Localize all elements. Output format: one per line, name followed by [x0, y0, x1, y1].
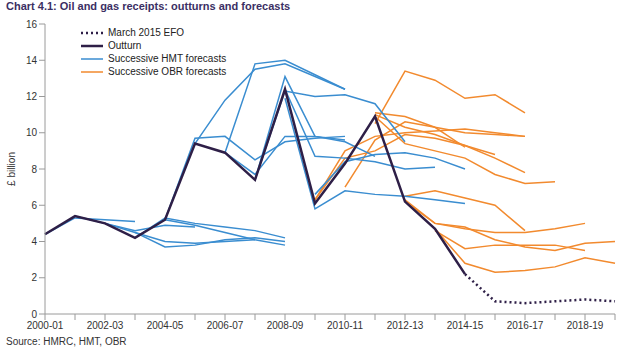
svg-text:2000-01: 2000-01 [27, 320, 64, 331]
svg-text:6: 6 [31, 200, 37, 211]
svg-text:2: 2 [31, 272, 37, 283]
svg-text:8: 8 [31, 164, 37, 175]
html-text:Successive HMT forecasts: Successive HMT forecasts [108, 53, 227, 64]
svg-text:2006-07: 2006-07 [207, 320, 244, 331]
svg-text:2018-19: 2018-19 [567, 320, 604, 331]
svg-text:2010-11: 2010-11 [327, 320, 363, 331]
svg-text:12: 12 [26, 91, 38, 102]
html-text:Outturn: Outturn [108, 40, 142, 51]
svg-text:10: 10 [26, 127, 38, 138]
svg-text:0: 0 [31, 309, 37, 320]
svg-text:2004-05: 2004-05 [147, 320, 184, 331]
svg-text:2014-15: 2014-15 [447, 320, 484, 331]
svg-text:2002-03: 2002-03 [87, 320, 124, 331]
svg-text:2016-17: 2016-17 [507, 320, 544, 331]
html-text:Successive OBR forecasts: Successive OBR forecasts [108, 66, 227, 77]
svg-text:2008-09: 2008-09 [267, 320, 304, 331]
html-text:March 2015 EFO: March 2015 EFO [108, 27, 185, 38]
html-text:Source: HMRC, HMT, OBR: Source: HMRC, HMT, OBR [6, 336, 127, 347]
svg-text:16: 16 [26, 19, 38, 30]
svg-text:14: 14 [26, 55, 38, 66]
svg-text:£ billion: £ billion [8, 152, 17, 186]
svg-text:4: 4 [31, 236, 37, 247]
svg-text:2012-13: 2012-13 [387, 320, 424, 331]
html-text:Chart 4.1: Oil and gas receipt: Chart 4.1: Oil and gas receipts: outturn… [6, 0, 291, 12]
